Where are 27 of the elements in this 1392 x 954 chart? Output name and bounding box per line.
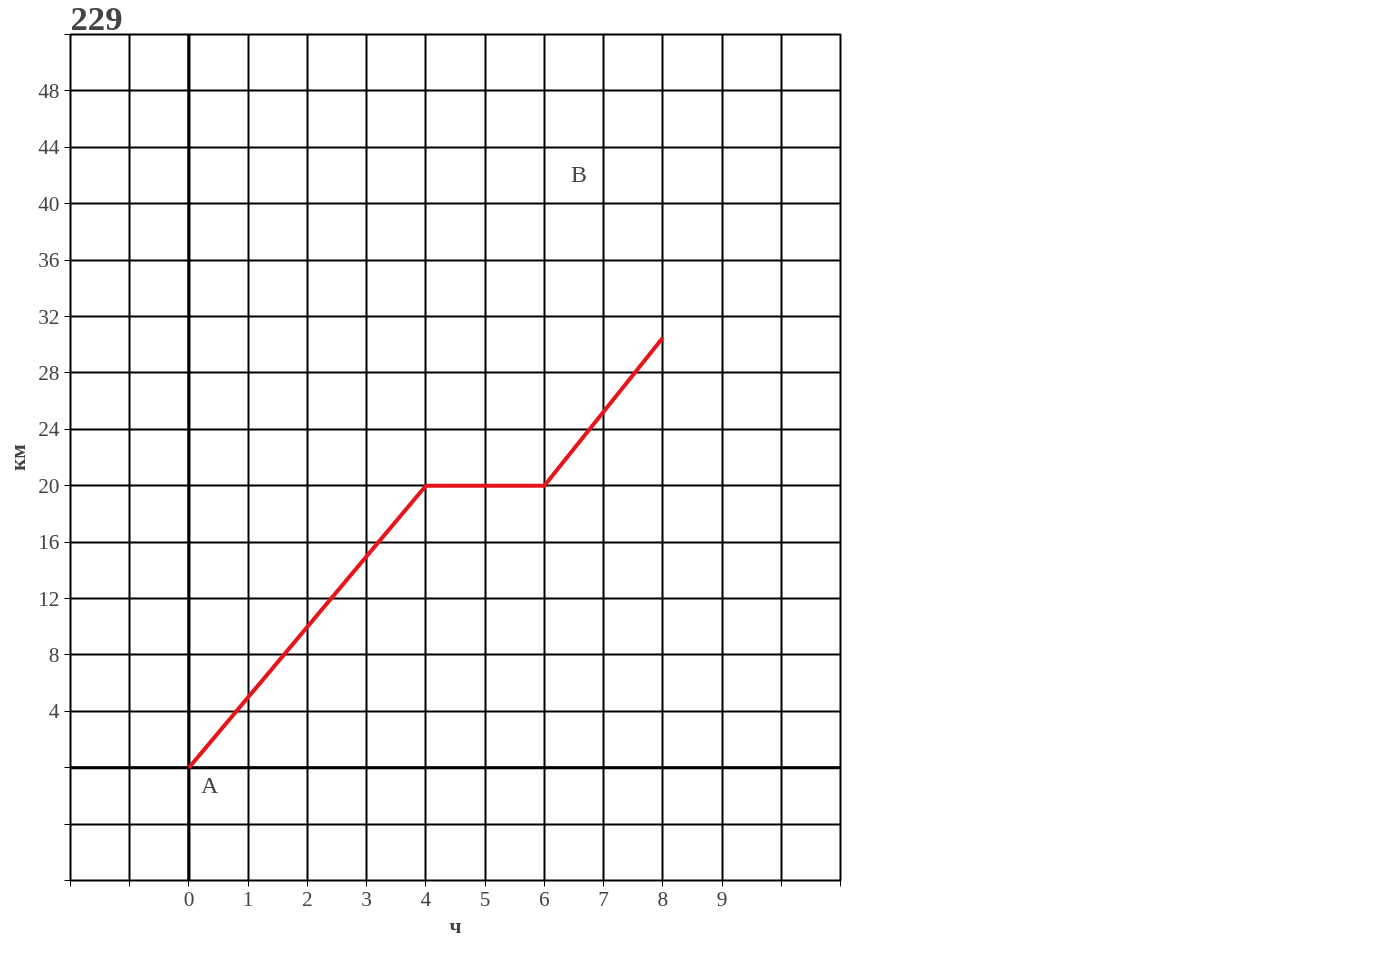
y-tick-label: 16 [38,530,60,555]
x-tick-label: 8 [657,886,669,911]
x-axis-title: ч [449,913,462,938]
y-tick-label: 28 [38,360,60,385]
y-tick-label: 44 [38,135,60,160]
y-tick-label: 12 [38,586,60,611]
x-tick-label: 3 [361,886,372,911]
x-tick-label: 7 [598,886,610,911]
y-tick-label: 24 [38,417,60,442]
x-tick-label: 1 [242,886,254,911]
x-tick-label: 0 [183,886,195,911]
x-tick-label: 5 [479,886,491,911]
x-tick-label: 6 [539,886,551,911]
annotation: B [571,160,588,187]
y-tick-label: 36 [38,248,60,273]
x-tick-label: 2 [302,886,313,911]
x-tick-label: 4 [420,886,432,911]
y-axis-title: км [6,444,31,471]
y-tick-label: 40 [38,191,60,216]
chart-title: 229 [70,0,123,37]
annotation: A [200,771,219,798]
y-tick-label: 32 [38,304,60,329]
y-tick-label: 48 [38,78,60,103]
x-tick-label: 9 [716,886,728,911]
y-tick-label: 8 [48,642,60,667]
y-tick-label: 4 [48,699,60,724]
y-tick-label: 20 [38,473,60,498]
